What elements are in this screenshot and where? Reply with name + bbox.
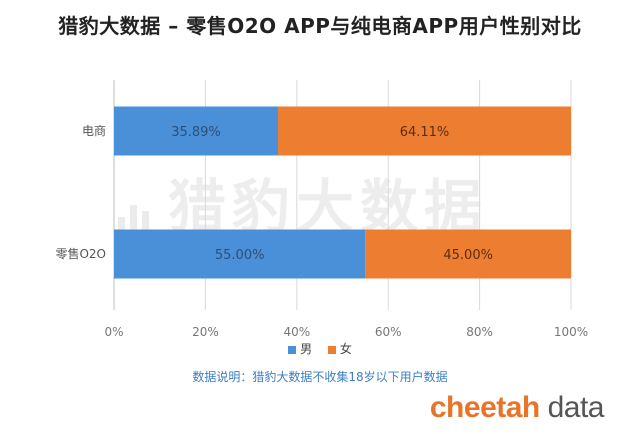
category-label: 零售O2O [55,246,106,261]
legend-item-female: 女 [327,340,352,357]
legend: 男 女 [0,340,640,357]
data-label: 55.00% [215,248,265,263]
legend-swatch-male [288,345,297,354]
bar-segment [114,106,279,156]
legend-label-female: 女 [339,342,352,356]
bar-segment [365,229,571,279]
legend-label-male: 男 [300,342,313,356]
x-tick-label: 20% [192,325,219,339]
x-tick-label: 0% [104,325,123,339]
data-label: 64.11% [400,125,450,140]
brand-logo: cheetah data [429,390,605,425]
x-tick-label: 60% [375,325,402,339]
chart-title: 猎豹大数据 – 零售O2O APP与纯电商APP用户性别对比 [58,14,582,38]
x-tick-label: 100% [554,325,588,339]
x-tick-label: 80% [466,325,493,339]
x-tick-label: 40% [283,325,310,339]
legend-item-male: 男 [288,340,312,357]
brand-name: cheetah [429,391,540,424]
data-label: 45.00% [443,248,493,263]
legend-swatch-female [327,345,336,354]
data-note: 数据说明：猎豹大数据不收集18岁以下用户数据 [192,370,448,384]
category-label: 电商 [82,123,106,138]
brand-suffix: data [539,391,605,424]
bar-segment [278,106,571,156]
data-label: 35.89% [171,125,221,140]
bar-segment [114,229,366,279]
